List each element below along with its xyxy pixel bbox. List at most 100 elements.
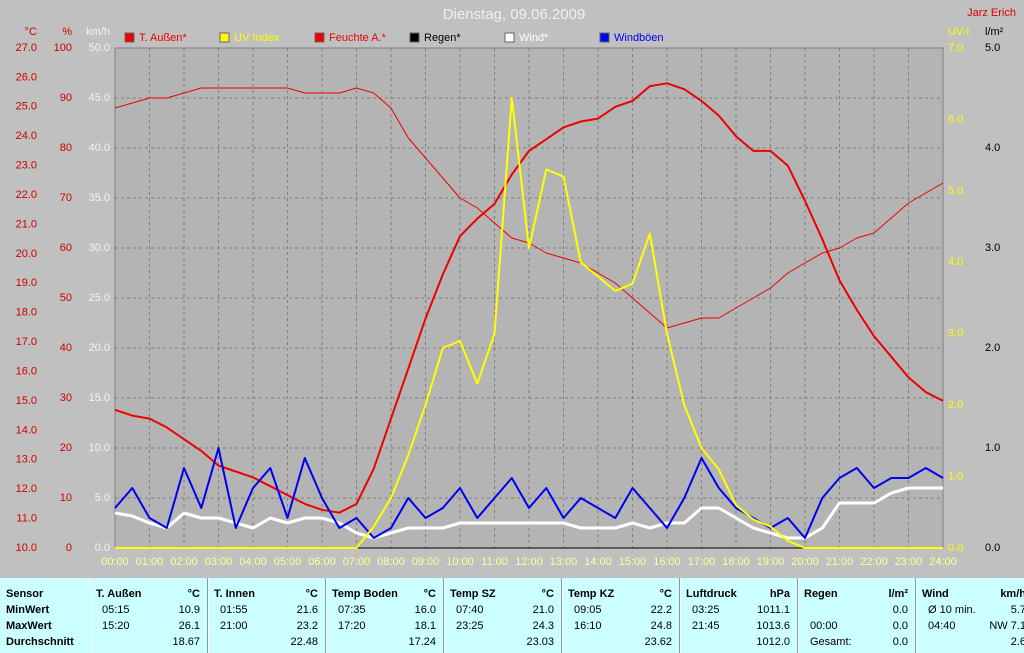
- cell-value: 23.2: [296, 620, 318, 632]
- y-tick-label: 100: [54, 42, 72, 54]
- y-tick-label: 24.0: [16, 130, 37, 142]
- x-tick-label: 01:00: [136, 556, 164, 568]
- y-tick-label: 80: [60, 142, 72, 154]
- column-box: [798, 578, 916, 653]
- cell-time: 01:55: [220, 604, 248, 616]
- legend-label: Feuchte A.*: [329, 32, 387, 44]
- cell-value: 0.0: [892, 604, 908, 616]
- y-tick-label: 1.0: [948, 470, 963, 482]
- y-tick-label: 10: [60, 492, 72, 504]
- column-title: Temp Boden: [332, 588, 398, 600]
- x-tick-label: 11:00: [481, 556, 508, 568]
- cell-value: 0.0: [892, 636, 908, 648]
- y-tick-label: 0.0: [95, 542, 110, 554]
- column-unit: °C: [305, 588, 318, 600]
- y-tick-label: 30: [60, 392, 72, 404]
- legend-swatch: [314, 32, 325, 43]
- cell-value: 21.6: [296, 604, 318, 616]
- cell-time: 21:00: [220, 620, 248, 632]
- column-box: [562, 578, 680, 653]
- cell-value: 16.0: [414, 604, 436, 616]
- y-tick-label: 40.0: [89, 142, 110, 154]
- author: Jarz Erich: [967, 7, 1016, 19]
- x-tick-label: 00:00: [101, 556, 129, 568]
- y-tick-label: 20.0: [89, 342, 110, 354]
- column-box: [444, 578, 562, 653]
- legend-swatch: [599, 32, 610, 43]
- series-line: [115, 97, 943, 549]
- x-tick-label: 18:00: [722, 556, 750, 568]
- x-tick-label: 06:00: [308, 556, 336, 568]
- y-tick-label: 35.0: [89, 192, 110, 204]
- x-tick-label: 21:00: [826, 556, 854, 568]
- y-tick-label: 21.0: [16, 218, 37, 230]
- y-tick-label: 15.0: [16, 395, 37, 407]
- x-tick-label: 23:00: [895, 556, 923, 568]
- y-tick-label: 3.0: [985, 242, 1000, 254]
- row-label: Durchschnitt: [6, 636, 74, 648]
- y-tick-label: 26.0: [16, 71, 37, 83]
- y-tick-label: 20: [60, 442, 72, 454]
- cell-value: 17.24: [408, 636, 436, 648]
- y-tick-label: 60: [60, 242, 72, 254]
- y-tick-label: 5.0: [95, 492, 110, 504]
- column-box: [90, 578, 208, 653]
- cell-value: 10.9: [178, 604, 200, 616]
- x-tick-label: 08:00: [377, 556, 405, 568]
- axis-unit: %: [62, 26, 72, 38]
- cell-time: 03:25: [692, 604, 720, 616]
- cell-value: NW 7.1: [989, 620, 1024, 632]
- cell-time: 00:00: [810, 620, 838, 632]
- axis-unit: UV-I: [948, 26, 969, 38]
- y-tick-label: 27.0: [16, 42, 37, 54]
- y-tick-label: 50.0: [89, 42, 110, 54]
- legend-label: UV Index: [234, 32, 280, 44]
- y-tick-label: 2.0: [985, 342, 1000, 354]
- y-tick-label: 25.0: [89, 292, 110, 304]
- y-tick-label: 13.0: [16, 454, 37, 466]
- stats-table: Sensor MinWert MaxWert Durchschnitt T. Außen…: [0, 578, 1024, 653]
- cell-time: 07:35: [338, 604, 366, 616]
- y-tick-label: 15.0: [89, 392, 110, 404]
- cell-value: 1011.1: [757, 604, 790, 616]
- cell-value: 18.67: [172, 636, 200, 648]
- cell-time: Ø 10 min.: [928, 604, 976, 616]
- y-tick-label: 17.0: [16, 336, 37, 348]
- cell-value: 21.0: [532, 604, 554, 616]
- column-box: [916, 578, 1024, 653]
- series-line: [114, 82, 944, 514]
- column-box: [680, 578, 798, 653]
- cell-value: 1012.0: [756, 636, 790, 648]
- cell-value: 22.2: [650, 604, 672, 616]
- y-tick-label: 25.0: [16, 101, 37, 113]
- y-tick-label: 4.0: [948, 256, 963, 268]
- row-label: MinWert: [6, 604, 50, 616]
- y-tick-label: 5.0: [985, 42, 1000, 54]
- cell-time: 15:20: [102, 620, 130, 632]
- cell-time: Gesamt:: [810, 636, 852, 648]
- chart: Dienstag, 09.06.2009 Jarz Erich 00:00 01:…: [15, 5, 1016, 568]
- y-tick-label: 10.0: [16, 542, 37, 554]
- x-tick-label: 16:00: [653, 556, 681, 568]
- x-tick-label: 09:00: [412, 556, 440, 568]
- y-tick-label: 1.0: [985, 442, 1000, 454]
- y-tick-label: 7.0: [948, 42, 963, 54]
- legend-label: T. Außen*: [139, 32, 187, 44]
- y-tick-label: 22.0: [16, 189, 37, 201]
- y-tick-label: 90: [60, 92, 72, 104]
- cell-time: 21:45: [692, 620, 720, 632]
- x-tick-label: 12:00: [515, 556, 543, 568]
- cell-value: 26.1: [178, 620, 200, 632]
- legend-swatch: [504, 32, 515, 43]
- cell-value: 0.0: [892, 620, 908, 632]
- axis-unit: °C: [25, 26, 37, 38]
- cell-value: 2.6: [1010, 636, 1024, 648]
- y-tick-label: 18.0: [16, 307, 37, 319]
- cell-value: 23.62: [644, 636, 672, 648]
- x-tick-label: 19:00: [757, 556, 785, 568]
- column-unit: °C: [423, 588, 436, 600]
- x-tick-label: 04:00: [239, 556, 267, 568]
- y-tick-label: 19.0: [16, 277, 37, 289]
- y-tick-label: 6.0: [948, 113, 963, 125]
